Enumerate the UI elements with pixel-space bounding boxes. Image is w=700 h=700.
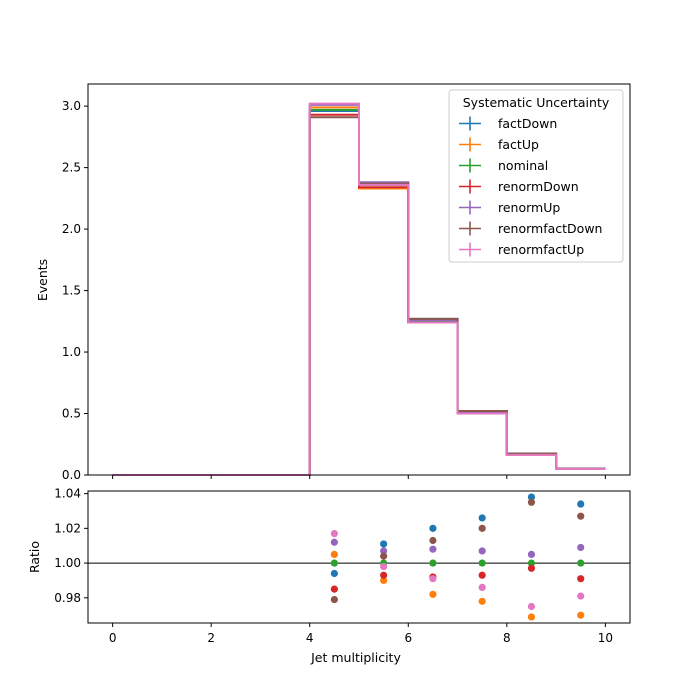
bottom-y-ticks: 0.98 1.00 1.02 1.04 [54,487,88,605]
legend-label: renormDown [498,179,579,194]
ratio-point-nominal [577,559,585,567]
top-panel: 0.0 0.5 1.0 1.5 2.0 2.5 3.0 Events Systematic … [35,83,631,482]
bottom-y-tick-label: 1.04 [54,487,81,501]
bottom-x-tick-label: 2 [207,631,215,645]
legend-item-renormDown: renormDown [459,179,579,194]
legend-item-factDown: factDown [459,116,557,131]
legend-item-renormUp: renormUp [459,200,560,215]
ratio-point-renormDown [330,585,338,593]
top-y-tick-label: 0.0 [62,468,81,482]
bottom-y-axis-label: Ratio [27,541,42,573]
bottom-y-tick-label: 1.02 [54,521,81,535]
ratio-point-factDown [330,569,338,578]
ratio-point-renormfactUp [380,562,388,571]
ratio-point-nominal [429,559,437,567]
ratio-point-factDown [380,540,388,548]
top-y-tick-label: 0.5 [62,407,81,421]
ratio-point-factDown [478,514,486,522]
ratio-point-renormDown [478,571,486,579]
ratio-point-renormUp [429,545,437,553]
ratio-point-renormUp [478,547,486,555]
legend: Systematic Uncertainty factDown factUp nom… [448,89,624,263]
ratio-point-renormfactUp [577,592,585,600]
ratio-point-factUp [478,597,486,605]
ratio-point-renormfactDown [478,524,486,532]
legend-label: nominal [498,158,548,173]
top-x-ticks [112,475,606,479]
top-y-axis-label: Events [35,259,50,301]
legend-label: renormUp [498,200,560,215]
legend-item-nominal: nominal [459,158,548,173]
legend-label: factUp [498,137,539,152]
ratio-point-renormUp [380,547,388,555]
ratio-point-renormfactUp [330,529,338,538]
bottom-x-tick-label: 10 [598,631,613,645]
ratio-point-renormfactUp [429,575,437,583]
top-y-tick-label: 1.5 [62,284,81,298]
ratio-point-renormUp [330,538,338,546]
legend-items: factDown factUp nominal renormDown renormUp r… [459,116,602,257]
legend-box [448,89,624,263]
bottom-y-tick-label: 1.00 [54,556,81,570]
top-y-tick-label: 3.0 [62,99,81,113]
top-plot-frame [87,83,631,476]
bottom-x-tick-label: 6 [404,631,412,645]
bottom-x-ticks: 0 2 4 6 8 10 [109,623,613,645]
ratio-point-factDown [527,493,536,501]
legend-label: renormfactDown [498,221,602,236]
top-y-tick-label: 2.5 [62,161,81,175]
ratio-point-nominal [330,559,338,567]
ratio-point-renormfactDown [330,595,338,604]
top-y-ticks: 0.0 0.5 1.0 1.5 2.0 2.5 3.0 [62,99,88,482]
bottom-y-tick-label: 0.98 [54,591,81,605]
legend-item-factUp: factUp [459,137,539,152]
ratio-point-factDown [429,524,437,532]
bottom-x-tick-label: 4 [306,631,314,645]
bottom-panel: 0.98 1.00 1.02 1.04 0 2 4 6 8 10 Ratio Jet multi… [27,487,631,665]
ratio-point-renormDown [527,564,536,572]
bottom-x-tick-label: 8 [503,631,511,645]
ratio-point-renormfactUp [478,583,486,591]
ratio-point-renormDown [380,571,388,579]
ratio-point-factUp [330,550,338,558]
ratio-point-nominal [527,559,536,567]
legend-label: factDown [498,116,557,131]
ratio-point-factUp [380,576,388,585]
legend-item-renormfactDown: renormfactDown [459,221,602,236]
ratio-point-renormfactDown [429,536,437,545]
ratio-point-nominal [478,559,486,567]
ratio-point-renormfactUp [527,602,536,611]
legend-title: Systematic Uncertainty [463,95,610,110]
top-y-tick-label: 1.0 [62,345,81,359]
bottom-x-tick-label: 0 [109,631,117,645]
bottom-plot-frame [87,490,631,624]
ratio-point-renormUp [527,550,536,558]
ratio-point-renormfactDown [577,512,585,520]
ratio-point-renormUp [577,543,585,552]
ratio-point-factUp [527,613,536,621]
ratio-points-group [330,493,585,621]
ratio-point-renormfactDown [380,552,388,560]
legend-label: renormfactUp [498,242,584,257]
legend-item-renormfactUp: renormfactUp [459,242,584,257]
ratio-point-factDown [577,500,585,508]
top-y-tick-label: 2.0 [62,222,81,236]
ratio-point-factUp [429,590,437,598]
ratio-point-renormfactDown [527,498,536,506]
ratio-point-renormDown [577,575,585,583]
x-axis-label: Jet multiplicity [310,650,401,665]
ratio-point-factUp [577,611,585,619]
